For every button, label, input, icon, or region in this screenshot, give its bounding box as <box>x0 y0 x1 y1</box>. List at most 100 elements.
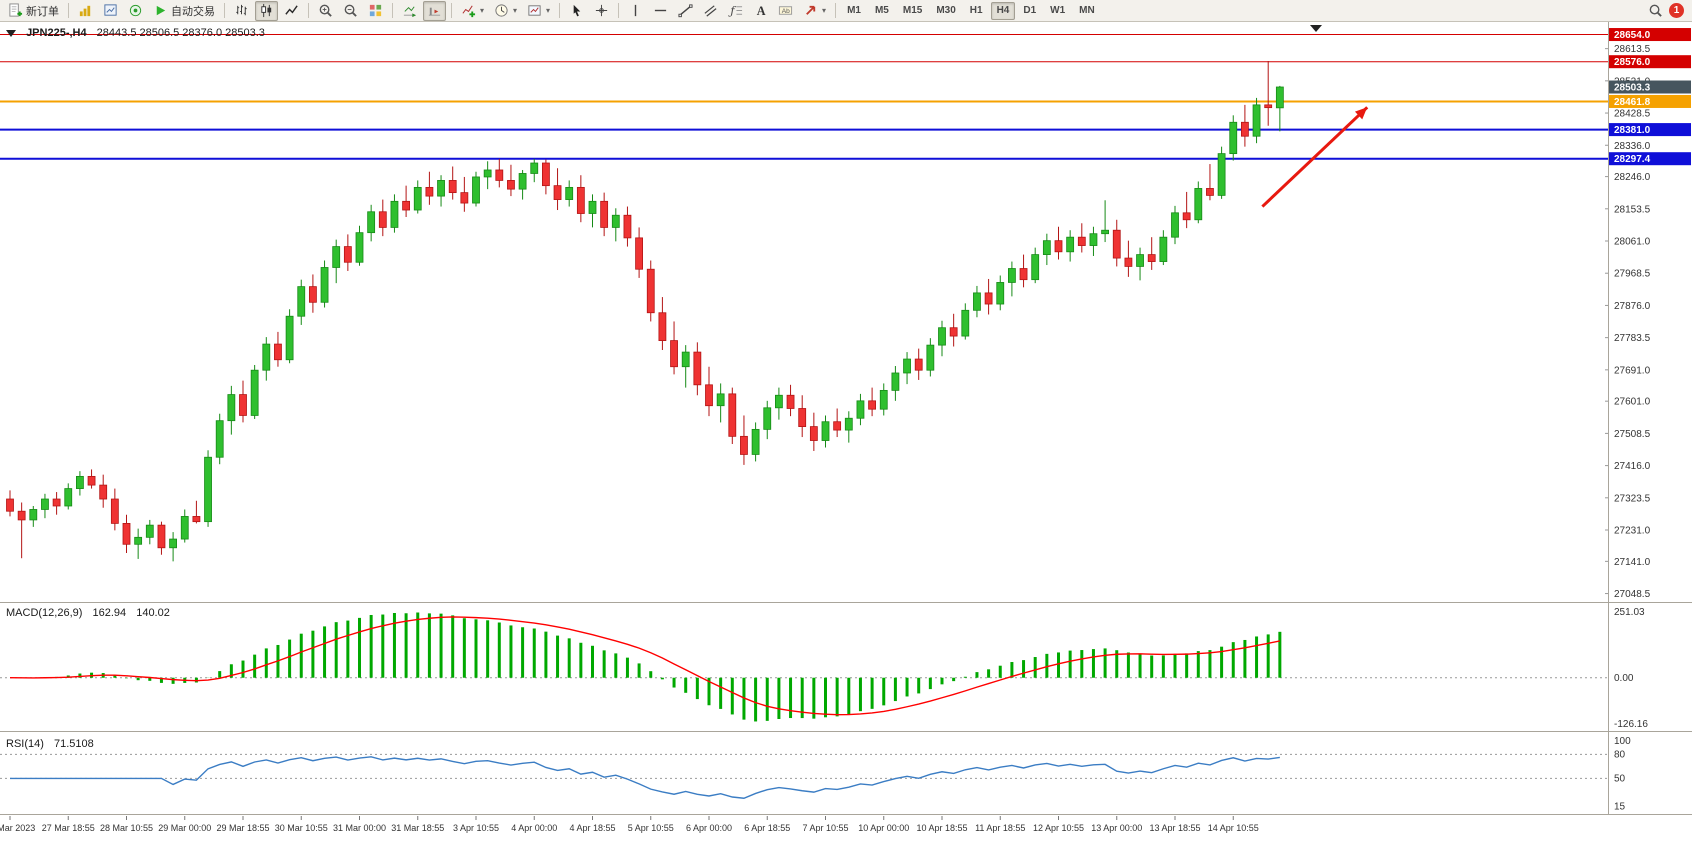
trendline-button[interactable] <box>674 1 697 21</box>
toolbar-separator <box>224 3 225 18</box>
toolbar: 新订单 自动交易 ▾ ▾ ▾ ƒ A Ab ▾ M1 M5 M15 M30 H1 H4 D1 W1 MN 1 <box>0 0 1692 22</box>
cursor-button[interactable] <box>565 1 588 21</box>
svg-text:27231.0: 27231.0 <box>1614 526 1651 537</box>
timeframe-m30-button[interactable]: M30 <box>936 5 956 16</box>
zoom-out-button[interactable] <box>339 1 362 21</box>
channel-button[interactable] <box>699 1 722 21</box>
rsi-label: RSI(14) <box>6 738 44 750</box>
rsi-scale-label: 50 <box>1614 773 1626 784</box>
svg-text:29 Mar 00:00: 29 Mar 00:00 <box>158 823 211 833</box>
svg-text:27141.0: 27141.0 <box>1614 557 1651 568</box>
level-price-box: 28576.0 <box>1609 55 1691 69</box>
svg-text:29 Mar 18:55: 29 Mar 18:55 <box>216 823 269 833</box>
periods-button[interactable]: ▾ <box>490 1 521 21</box>
indicators-button[interactable]: ▾ <box>457 1 488 21</box>
trend-arrow-annotation[interactable] <box>1261 106 1369 208</box>
current-price-box: 28503.3 <box>1609 80 1691 94</box>
chevron-down-icon: ▾ <box>546 6 551 15</box>
line-chart-mode-button[interactable] <box>280 1 303 21</box>
trendline-icon <box>678 4 693 18</box>
timeframe-h1-button[interactable]: H1 <box>969 5 983 16</box>
svg-text:4 Apr 00:00: 4 Apr 00:00 <box>511 823 557 833</box>
rsi-scale-label: 80 <box>1614 749 1626 760</box>
svg-text:28503.3: 28503.3 <box>1614 83 1651 94</box>
svg-text:28613.5: 28613.5 <box>1614 44 1651 55</box>
level-price-box: 28297.4 <box>1609 152 1691 166</box>
rsi-line <box>10 756 1280 799</box>
chart-canvas[interactable]: 28613.528521.028428.528336.028246.028153… <box>0 22 1692 844</box>
vertical-line-button[interactable] <box>624 1 647 21</box>
macd-label: MACD(12,26,9) <box>6 607 83 619</box>
navigator-button[interactable] <box>124 1 147 21</box>
svg-text:27876.0: 27876.0 <box>1614 301 1651 312</box>
text-icon: A <box>757 4 766 18</box>
templates-button[interactable]: ▾ <box>523 1 554 21</box>
svg-text:28061.0: 28061.0 <box>1614 237 1651 248</box>
text-label-button[interactable]: Ab <box>774 1 797 21</box>
arrows-button[interactable]: ▾ <box>799 1 830 21</box>
tile-windows-button[interactable] <box>364 1 387 21</box>
svg-text:28428.5: 28428.5 <box>1614 109 1651 120</box>
rsi-value: 71.5108 <box>53 738 94 750</box>
svg-text:13 Apr 18:55: 13 Apr 18:55 <box>1149 823 1200 833</box>
timeframe-m1-button[interactable]: M1 <box>847 5 861 16</box>
svg-text:28576.0: 28576.0 <box>1614 57 1651 68</box>
autotrading-button-label: 自动交易 <box>171 5 215 18</box>
svg-text:Ab: Ab <box>782 8 790 15</box>
svg-text:3 Apr 10:55: 3 Apr 10:55 <box>453 823 499 833</box>
chevron-down-icon: ▾ <box>480 6 485 15</box>
svg-text:28654.0: 28654.0 <box>1614 30 1651 41</box>
time-axis[interactable]: 27 Mar 2023 27 Mar 18:55 28 Mar 10:55 29 Ma… <box>0 816 1259 833</box>
new-chart-button[interactable] <box>74 1 97 21</box>
timeframe-d1-button[interactable]: D1 <box>1023 5 1037 16</box>
new-chart-icon <box>79 5 91 17</box>
ohlc-values: 28443.5 28506.5 28376.0 28503.3 <box>96 27 265 39</box>
svg-text:27 Mar 18:55: 27 Mar 18:55 <box>42 823 95 833</box>
market-watch-icon <box>104 4 117 16</box>
svg-text:27601.0: 27601.0 <box>1614 397 1651 408</box>
symbol-search-button[interactable] <box>1644 1 1667 21</box>
macd-header: MACD(12,26,9) 162.94 140.02 <box>6 607 177 619</box>
macd-signal-line <box>9 616 1280 716</box>
candlestick-chart-icon <box>261 3 272 18</box>
chart-shift-marker[interactable] <box>1310 25 1322 32</box>
fibonacci-button[interactable]: ƒ <box>724 1 747 21</box>
market-watch-button[interactable] <box>99 1 122 21</box>
chart-background <box>0 22 1692 844</box>
autotrading-button[interactable]: 自动交易 <box>149 1 219 21</box>
bar-chart-mode-button[interactable] <box>230 1 253 21</box>
timeframe-w1-button[interactable]: W1 <box>1050 5 1066 16</box>
svg-text:10 Apr 00:00: 10 Apr 00:00 <box>858 823 909 833</box>
crosshair-button[interactable] <box>590 1 613 21</box>
svg-text:27 Mar 2023: 27 Mar 2023 <box>0 823 35 833</box>
svg-text:27508.5: 27508.5 <box>1614 429 1651 440</box>
horizontal-levels <box>0 34 1608 160</box>
level-price-box: 28654.0 <box>1609 28 1691 42</box>
arrows-icon <box>806 5 816 15</box>
auto-scroll-button[interactable] <box>398 1 421 21</box>
svg-text:31 Mar 00:00: 31 Mar 00:00 <box>333 823 386 833</box>
text-button[interactable]: A <box>749 1 772 21</box>
vertical-line-icon <box>634 4 637 17</box>
timeframe-m5-button[interactable]: M5 <box>874 5 889 16</box>
timeframe-h4-button[interactable]: H4 <box>990 1 1016 20</box>
timeframe-m15-button[interactable]: M15 <box>902 5 923 16</box>
svg-text:ƒ: ƒ <box>728 4 736 17</box>
candlestick-mode-button[interactable] <box>255 0 278 21</box>
tile-windows-icon <box>369 4 382 17</box>
horizontal-line-button[interactable] <box>649 1 672 21</box>
chart-shift-icon <box>428 7 441 16</box>
new-order-button[interactable]: 新订单 <box>4 1 63 21</box>
one-click-trading-toggle-icon[interactable] <box>6 29 16 37</box>
svg-text:5 Apr 10:55: 5 Apr 10:55 <box>628 823 674 833</box>
autotrading-icon <box>156 5 166 16</box>
svg-text:28336.0: 28336.0 <box>1614 141 1651 152</box>
auto-scroll-icon <box>403 6 417 18</box>
svg-text:11 Apr 18:55: 11 Apr 18:55 <box>975 823 1025 833</box>
zoom-in-button[interactable] <box>314 1 337 21</box>
svg-text:27691.0: 27691.0 <box>1614 365 1651 376</box>
chevron-down-icon: ▾ <box>513 6 518 15</box>
chart-shift-button[interactable] <box>423 0 446 21</box>
notifications-badge[interactable]: 1 <box>1669 3 1684 18</box>
timeframe-mn-button[interactable]: MN <box>1079 5 1095 16</box>
